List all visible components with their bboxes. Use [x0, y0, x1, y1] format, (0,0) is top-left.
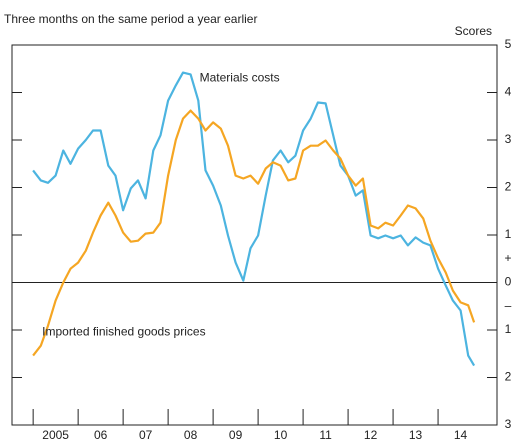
y-tick-label: 3: [505, 417, 512, 431]
plot-frame: [11, 44, 498, 426]
y-tick-label: 2: [505, 370, 512, 384]
series-label: Imported finished goods prices: [42, 325, 205, 339]
x-tick-label: 10: [274, 428, 288, 441]
series-line: [32, 109, 476, 357]
x-tick-label: 13: [409, 428, 423, 441]
y-tick-label: 1: [505, 322, 512, 336]
x-tick-label: 07: [139, 428, 153, 441]
y-tick-label: 0: [505, 275, 512, 289]
x-tick-label: 12: [364, 428, 378, 441]
y-tick-label: 2: [505, 180, 512, 194]
series-label: Materials costs: [200, 70, 280, 84]
x-tick-label: 2005: [42, 428, 69, 441]
x-tick-label: 09: [229, 428, 243, 441]
x-tick-label: 08: [184, 428, 198, 441]
series-line: [32, 71, 476, 367]
y-tick-label: 1: [505, 227, 512, 241]
minus-sign: –: [505, 298, 512, 312]
chart-title: Three months on the same period a year e…: [4, 12, 257, 26]
x-tick-label: 11: [319, 428, 332, 441]
y-tick-label: 4: [505, 85, 512, 99]
plus-sign: +: [504, 251, 511, 265]
x-tick-label: 14: [454, 428, 468, 441]
x-tick-label: 06: [94, 428, 108, 441]
y-axis-label: Scores: [455, 24, 492, 38]
y-tick-label: 3: [505, 132, 512, 146]
y-tick-label: 5: [505, 37, 512, 51]
